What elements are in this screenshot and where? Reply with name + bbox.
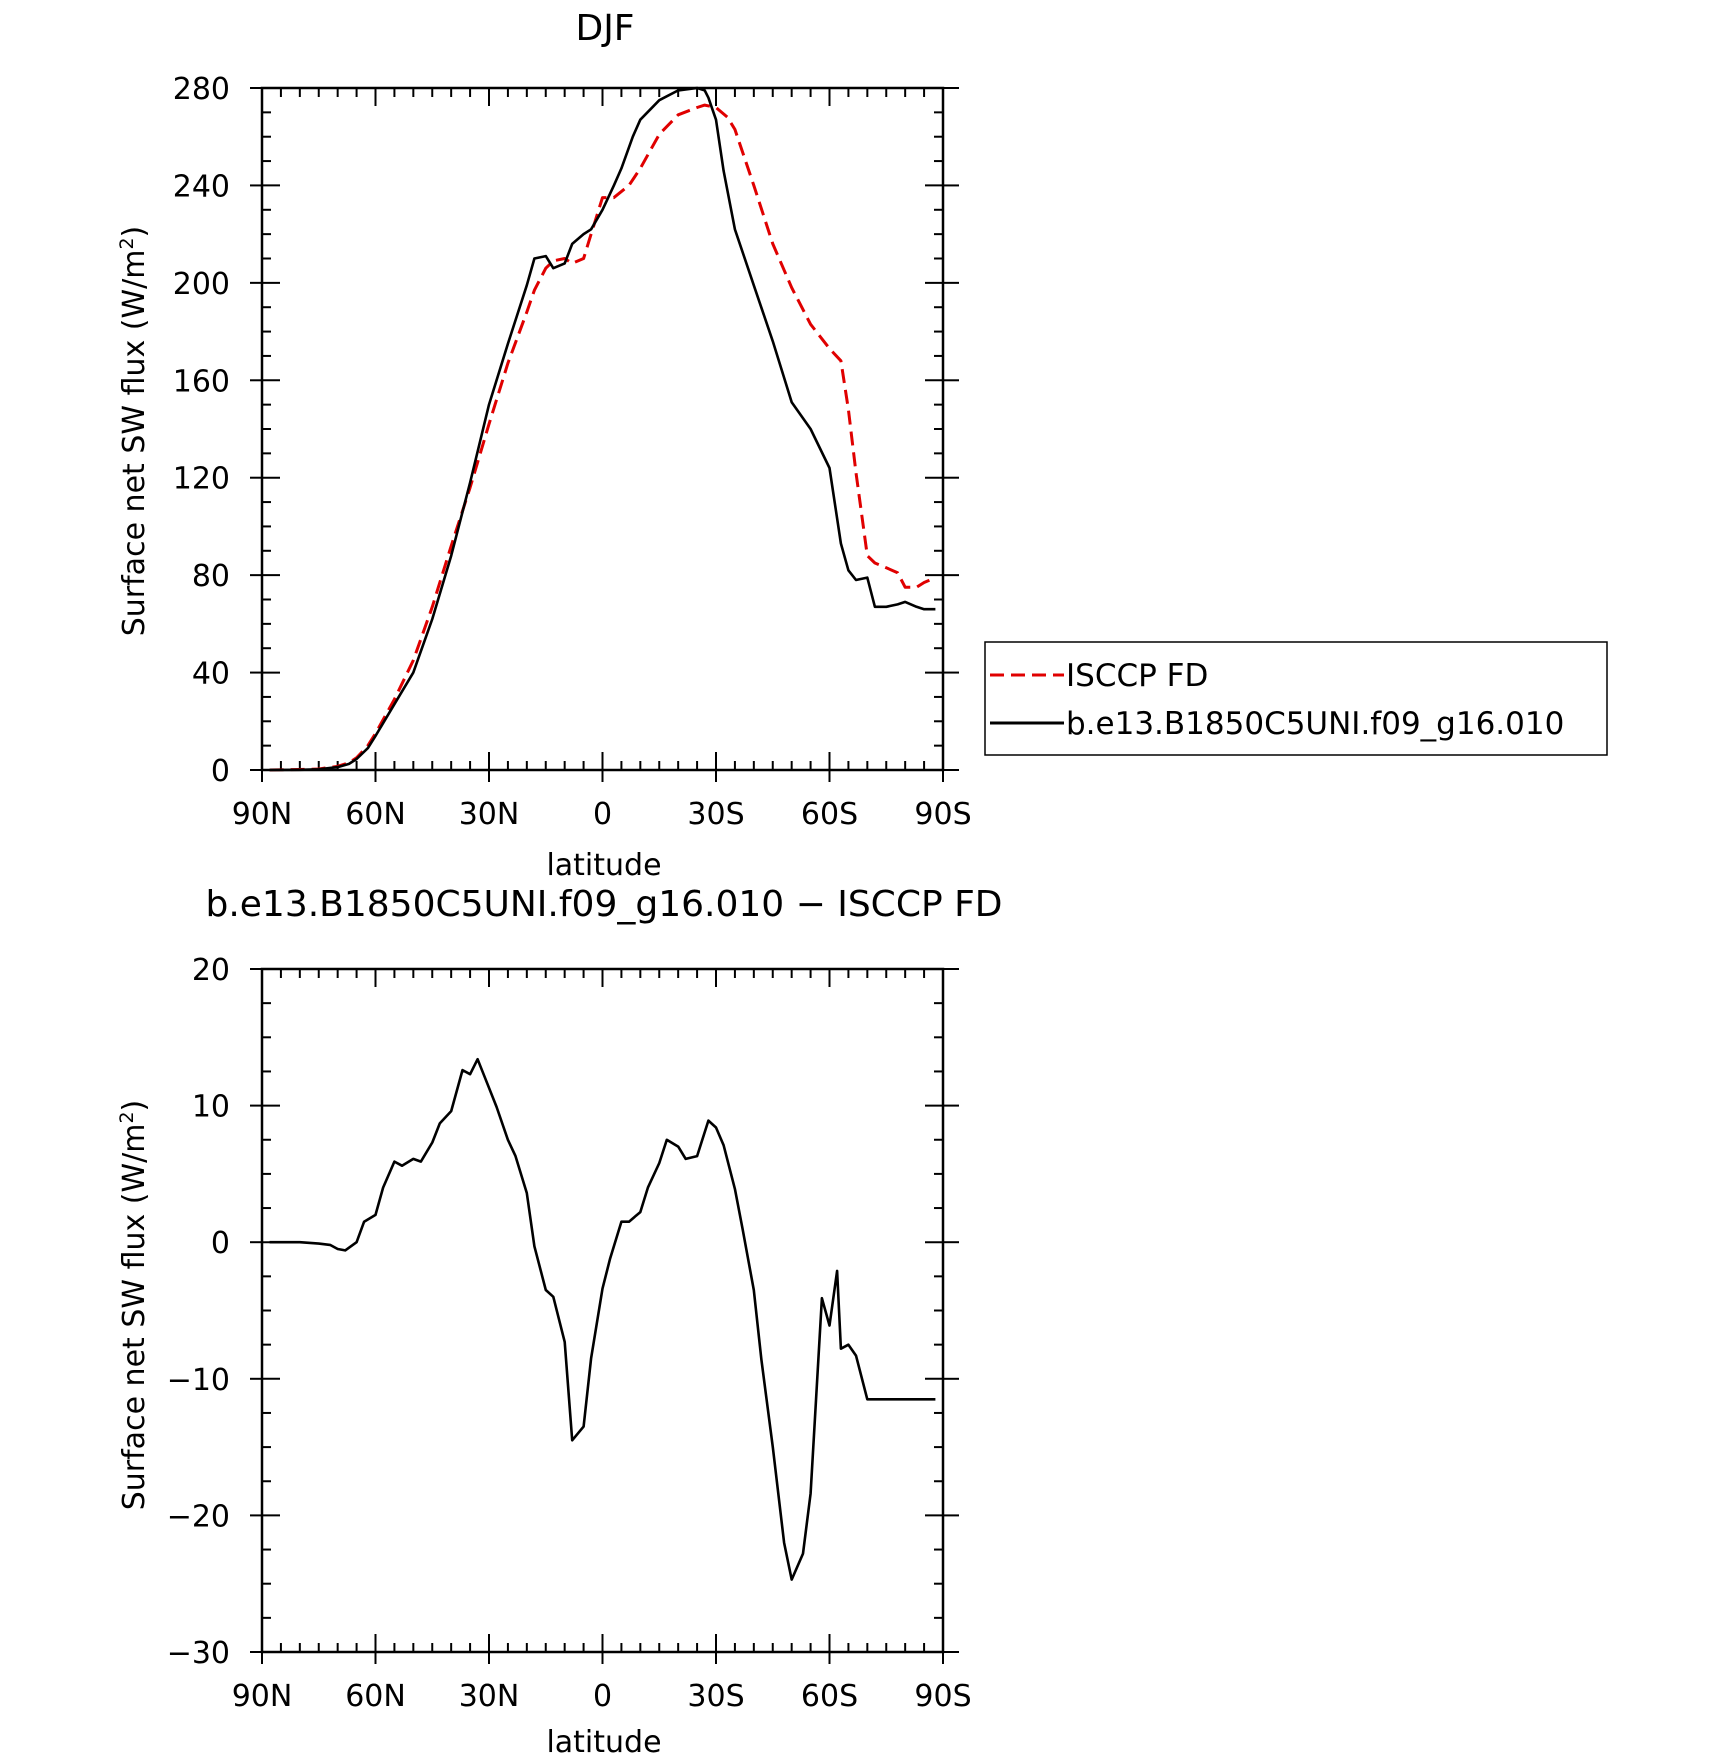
top-y-axis-label-close: ) xyxy=(117,226,152,238)
bottom-x-tick-label: 60N xyxy=(345,1679,406,1714)
top-plot-frame xyxy=(260,86,945,772)
top-y-tick-label: 120 xyxy=(173,462,230,497)
legend-label-isccp: ISCCP FD xyxy=(1066,658,1208,694)
legend-label-model: b.e13.B1850C5UNI.f09_g16.010 xyxy=(1066,706,1564,742)
top-y-axis-label-text: Surface net SW flux (W/m xyxy=(117,250,152,637)
top-chart-title: DJF xyxy=(575,8,634,49)
bottom-x-tick-label: 0 xyxy=(593,1679,612,1714)
bottom-y-axis-label: Surface net SW flux (W/m2) xyxy=(116,1100,152,1511)
bottom-y-tick-label: 0 xyxy=(211,1226,230,1261)
top-y-tick-label: 80 xyxy=(192,559,230,594)
bottom-ticks xyxy=(250,968,959,1664)
top-y-axis-label-sup: 2 xyxy=(116,237,138,249)
bottom-panel: b.e13.B1850C5UNI.f09_g16.010 − ISCCP FD … xyxy=(116,884,1003,1756)
top-y-tick-label: 40 xyxy=(192,657,230,692)
bottom-y-tick-label: 20 xyxy=(192,953,230,988)
top-y-tick-label: 0 xyxy=(211,754,230,789)
top-x-tick-label: 60S xyxy=(801,797,858,832)
top-x-axis-label: latitude xyxy=(546,848,661,883)
bottom-chart-title: b.e13.B1850C5UNI.f09_g16.010 − ISCCP FD xyxy=(205,884,1002,925)
top-y-tick-label: 240 xyxy=(173,169,230,204)
bottom-x-axis-label: latitude xyxy=(546,1725,661,1756)
bottom-y-axis-label-sup: 2 xyxy=(116,1111,138,1123)
bottom-plot-frame xyxy=(260,967,945,1654)
top-y-axis-label: Surface net SW flux (W/m2) xyxy=(116,226,152,637)
bottom-y-tick-label: −20 xyxy=(167,1499,230,1534)
top-series-layer xyxy=(269,86,936,772)
bottom-y-axis-label-close: ) xyxy=(117,1100,152,1112)
top-tick-labels: 90N 60N 30N 0 30S 60S 90S 0 40 80 120 160 200 240 280 xyxy=(173,72,972,832)
bottom-x-tick-label: 60S xyxy=(801,1679,858,1714)
top-x-tick-label: 30S xyxy=(687,797,744,832)
bottom-y-tick-label: −10 xyxy=(167,1363,230,1398)
bottom-x-tick-label: 30N xyxy=(459,1679,520,1714)
top-x-tick-label: 60N xyxy=(345,797,406,832)
top-series-line-1 xyxy=(269,86,936,772)
top-series-line-0 xyxy=(269,103,936,772)
bottom-tick-labels: 90N 60N 30N 0 30S 60S 90S −30 −20 −10 0 10 20 xyxy=(167,953,972,1714)
top-x-tick-label: 30N xyxy=(459,797,520,832)
bottom-x-tick-label: 90N xyxy=(232,1679,293,1714)
bottom-y-tick-label: 10 xyxy=(192,1090,230,1125)
bottom-x-tick-label: 30S xyxy=(687,1679,744,1714)
top-y-tick-label: 160 xyxy=(173,364,230,399)
top-x-tick-label: 0 xyxy=(593,797,612,832)
top-x-tick-label: 90S xyxy=(914,797,971,832)
top-panel: DJF 90N 60N 30N 0 30S 60S 90S 0 40 80 120 160 200 240… xyxy=(116,8,972,883)
top-y-tick-label: 280 xyxy=(173,72,230,107)
bottom-y-axis-label-text: Surface net SW flux (W/m xyxy=(117,1124,152,1511)
bottom-series-layer xyxy=(269,1057,936,1581)
top-ticks xyxy=(250,87,959,782)
legend-box xyxy=(984,641,1608,756)
bottom-y-tick-label: −30 xyxy=(167,1636,230,1671)
top-x-tick-label: 90N xyxy=(232,797,293,832)
bottom-series-line-0 xyxy=(269,1057,936,1581)
bottom-x-tick-label: 90S xyxy=(914,1679,971,1714)
top-y-tick-label: 200 xyxy=(173,267,230,302)
legend: ISCCP FD b.e13.B1850C5UNI.f09_g16.010 xyxy=(984,641,1608,756)
